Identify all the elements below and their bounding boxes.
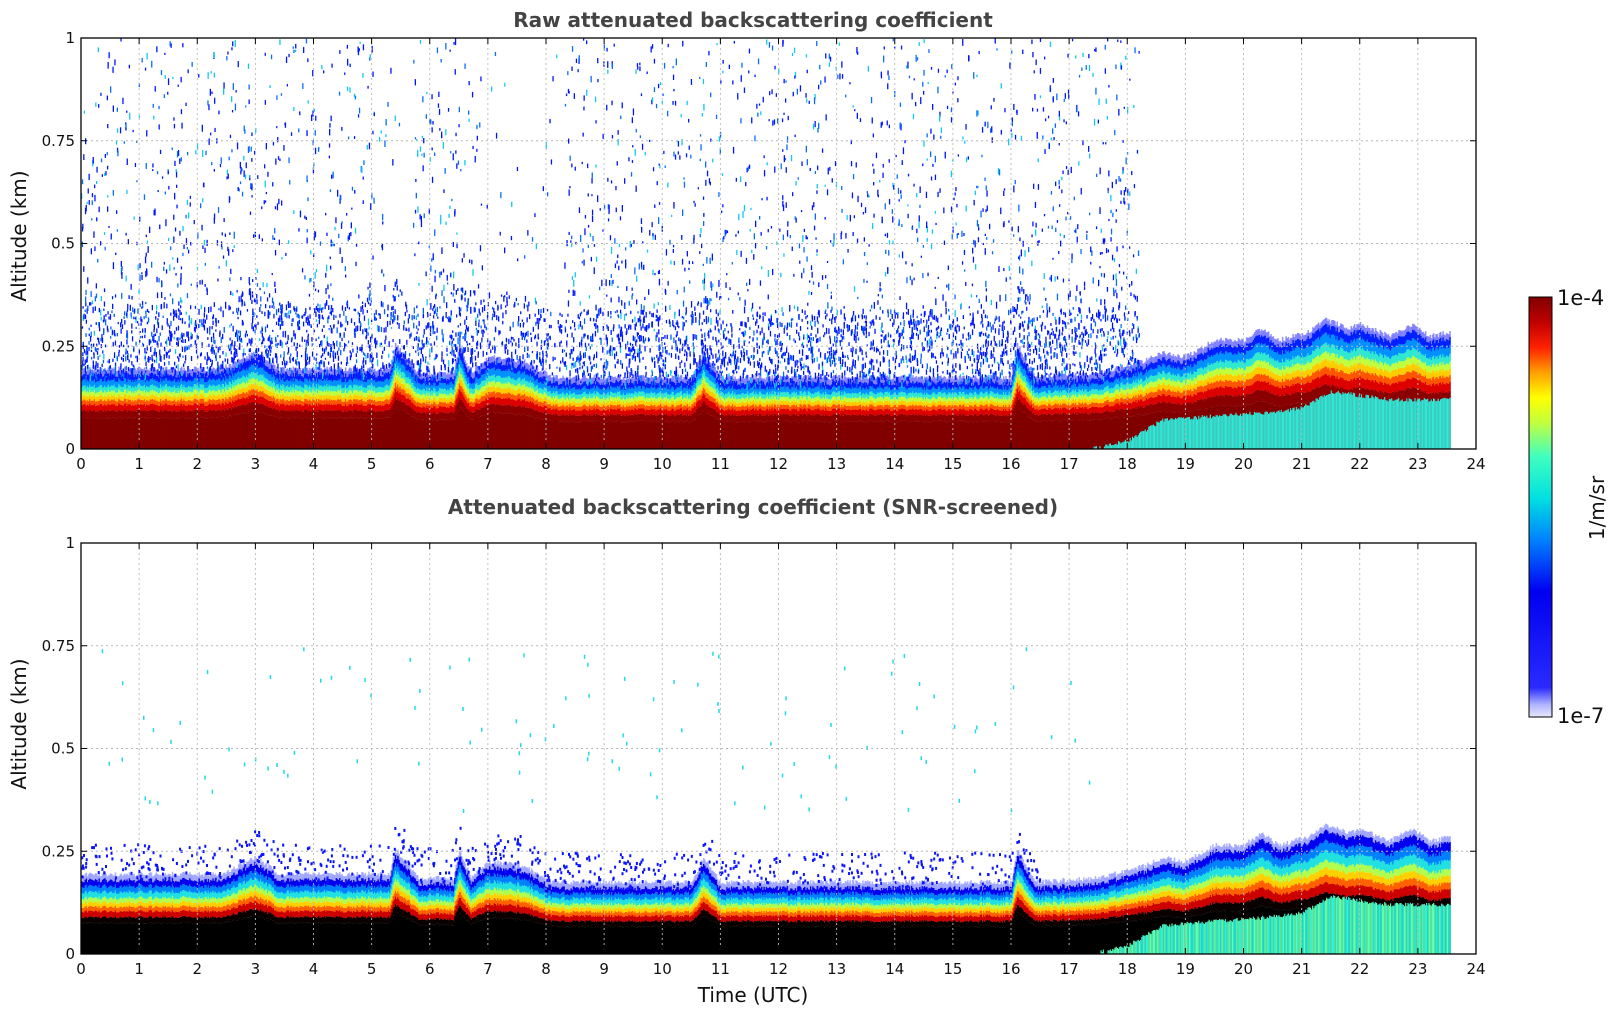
x-tick-label: 0 [76,455,86,473]
x-tick-label: 14 [885,960,904,978]
x-tick-label: 7 [483,455,493,473]
x-tick-label: 6 [425,960,435,978]
x-tick-label: 11 [711,455,730,473]
raw-y-axis-label: Altitude (km) [7,170,31,301]
x-tick-label: 2 [192,960,202,978]
x-tick-label: 19 [1176,455,1195,473]
colorbar-min-label: 1e-7 [1557,704,1604,728]
x-tick-label: 23 [1408,960,1427,978]
y-tick-label: 0.75 [42,637,75,655]
x-tick-label: 8 [541,455,551,473]
x-tick-label: 23 [1408,455,1427,473]
x-tick-label: 4 [309,960,319,978]
y-tick-label: 1 [65,534,75,552]
x-tick-label: 19 [1176,960,1195,978]
x-tick-label: 3 [251,960,261,978]
x-tick-label: 24 [1466,960,1485,978]
x-tick-label: 13 [827,960,846,978]
screened-heatmap-area [81,647,1451,954]
x-tick-label: 3 [251,455,261,473]
colorbar-gradient [1528,296,1553,718]
x-tick-label: 8 [541,960,551,978]
x-tick-label: 13 [827,455,846,473]
x-tick-label: 10 [653,960,672,978]
x-tick-label: 12 [769,960,788,978]
x-tick-label: 17 [1060,960,1079,978]
screened-y-ticks: 0 0.25 0.5 0.75 1 [42,534,1476,963]
screened-gridlines [81,543,1476,954]
x-tick-label: 5 [367,455,377,473]
screened-panel-title: Attenuated backscattering coefficient (S… [448,495,1058,519]
y-tick-label: 0 [65,945,75,963]
screened-y-axis-label: Altitude (km) [7,658,31,789]
x-tick-label: 20 [1234,455,1253,473]
x-tick-label: 2 [192,455,202,473]
y-tick-label: 0.5 [51,235,75,253]
screened-backscatter-panel: Attenuated backscattering coefficient (S… [7,495,1486,1007]
raw-panel-title: Raw attenuated backscattering coefficien… [513,8,993,32]
x-tick-label: 7 [483,960,493,978]
y-tick-label: 0.25 [42,337,75,355]
raw-y-ticks: 0 0.25 0.5 0.75 1 [42,29,1476,458]
y-tick-label: 0 [65,440,75,458]
x-tick-label: 12 [769,455,788,473]
x-tick-label: 16 [1001,960,1020,978]
y-tick-label: 0.5 [51,740,75,758]
x-tick-label: 21 [1292,960,1311,978]
x-tick-label: 6 [425,455,435,473]
x-tick-label: 22 [1350,960,1369,978]
x-tick-label: 0 [76,960,86,978]
x-tick-label: 22 [1350,455,1369,473]
x-tick-label: 11 [711,960,730,978]
colorbar: 1e-4 1e-7 1/m/sr [1528,286,1609,728]
x-tick-label: 18 [1118,960,1137,978]
raw-x-ticks: 0 1 2 3 4 5 6 7 8 9 10 11 12 13 14 15 16 17 18 19 20 21 22 23 24 [76,38,1486,473]
x-tick-label: 4 [309,455,319,473]
x-tick-label: 15 [943,455,962,473]
y-tick-label: 0.25 [42,842,75,860]
x-tick-label: 1 [134,960,144,978]
screened-residual-dots [81,647,1091,892]
colorbar-unit-label: 1/m/sr [1585,475,1609,540]
x-tick-label: 17 [1060,455,1079,473]
x-tick-label: 5 [367,960,377,978]
raw-noise-speckle [81,38,1140,390]
x-tick-label: 9 [599,455,609,473]
raw-heatmap-area [81,38,1451,449]
y-tick-label: 0.75 [42,132,75,150]
x-tick-label: 20 [1234,960,1253,978]
screened-x-ticks: 0 1 2 3 4 5 6 7 8 9 10 11 12 13 14 15 16 17 18 19 20 21 22 23 24 [76,543,1486,978]
x-tick-label: 15 [943,960,962,978]
x-tick-label: 9 [599,960,609,978]
x-tick-label: 24 [1466,455,1485,473]
y-tick-label: 1 [65,29,75,47]
x-tick-label: 21 [1292,455,1311,473]
colorbar-max-label: 1e-4 [1557,286,1604,310]
x-tick-label: 16 [1001,455,1020,473]
x-tick-label: 1 [134,455,144,473]
x-tick-label: 14 [885,455,904,473]
raw-gridlines [81,38,1476,449]
raw-backscatter-panel: Raw attenuated backscattering coefficien… [7,8,1486,473]
time-axis-label: Time (UTC) [697,983,809,1007]
x-tick-label: 10 [653,455,672,473]
x-tick-label: 18 [1118,455,1137,473]
